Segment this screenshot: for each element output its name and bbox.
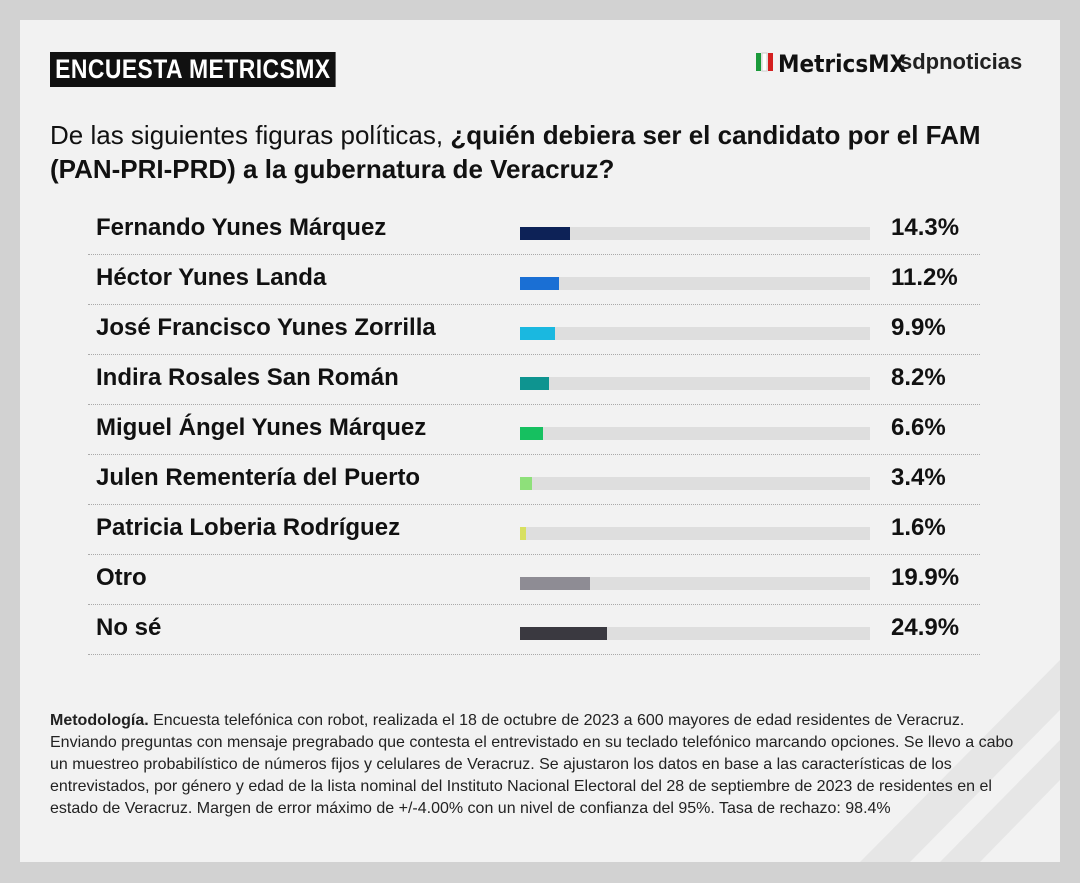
separator: [88, 604, 980, 605]
note: Metodología. Encuesta telefónica con rob…: [50, 710, 1015, 820]
logo: sdpnoticias: [900, 49, 1023, 74]
separator: [88, 554, 980, 555]
category-label: Otro: [96, 564, 147, 591]
card: ENCUESTA METRICSMX MetricsMX sdpnoticias…: [20, 20, 1060, 862]
separator: [88, 254, 980, 255]
note-bold: Metodología.: [50, 712, 149, 729]
logo-mark: [756, 53, 761, 71]
stripe: [940, 740, 1060, 862]
bar: [520, 527, 526, 540]
bar-track: [520, 227, 870, 240]
bar: [520, 227, 571, 240]
bar: [520, 427, 544, 440]
separator: [88, 654, 980, 655]
bar-track: [520, 477, 870, 490]
category-label: Miguel Ángel Yunes Márquez: [96, 414, 427, 441]
note-text: Encuesta telefónica con robot, realizada…: [50, 712, 1014, 817]
bar: [520, 627, 608, 640]
bar: [520, 327, 555, 340]
bar-track: [520, 327, 870, 340]
separator: [88, 404, 980, 405]
bar-track: [520, 427, 870, 440]
category-label: No sé: [96, 614, 162, 641]
value-label: 3.4%: [891, 464, 946, 491]
subtitle: De las siguientes figuras políticas, ¿qu…: [50, 118, 1010, 186]
value-label: 24.9%: [891, 614, 960, 641]
logo: MetricsMX: [778, 50, 907, 78]
chart-title: ENCUESTA METRICSMX: [50, 52, 336, 87]
value-label: 8.2%: [891, 364, 946, 391]
separator: [88, 304, 980, 305]
category-label: Fernando Yunes Márquez: [96, 214, 387, 241]
bar: [520, 577, 590, 590]
bar-track: [520, 577, 870, 590]
category-label: Indira Rosales San Román: [96, 364, 399, 391]
bar: [520, 477, 532, 490]
value-label: 19.9%: [891, 564, 960, 591]
bar: [520, 277, 560, 290]
bar-track: [520, 627, 870, 640]
bar-track: [520, 277, 870, 290]
value-label: 11.2%: [891, 264, 958, 291]
category-label: Héctor Yunes Landa: [96, 264, 327, 291]
separator: [88, 354, 980, 355]
category-label: Julen Rementería del Puerto: [96, 464, 421, 491]
subtitle-normal: De las siguientes figuras políticas,: [50, 120, 451, 150]
bar-track: [520, 527, 870, 540]
category-label: José Francisco Yunes Zorrilla: [96, 314, 436, 341]
category-label: Patricia Loberia Rodríguez: [96, 514, 401, 541]
value-label: 14.3%: [891, 214, 960, 241]
bar-track: [520, 377, 870, 390]
stripe: [860, 660, 1060, 862]
subtitle-bold: ¿quién debiera ser el candidato por el F…: [50, 120, 981, 184]
decor: [756, 52, 1060, 862]
value-label: 1.6%: [891, 514, 946, 541]
value-label: 9.9%: [891, 314, 946, 341]
logo-mark: [768, 53, 773, 71]
value-label: 6.6%: [891, 414, 946, 441]
separator: [88, 504, 980, 505]
bar: [520, 377, 549, 390]
logo-mark: [761, 52, 768, 72]
separator: [88, 454, 980, 455]
